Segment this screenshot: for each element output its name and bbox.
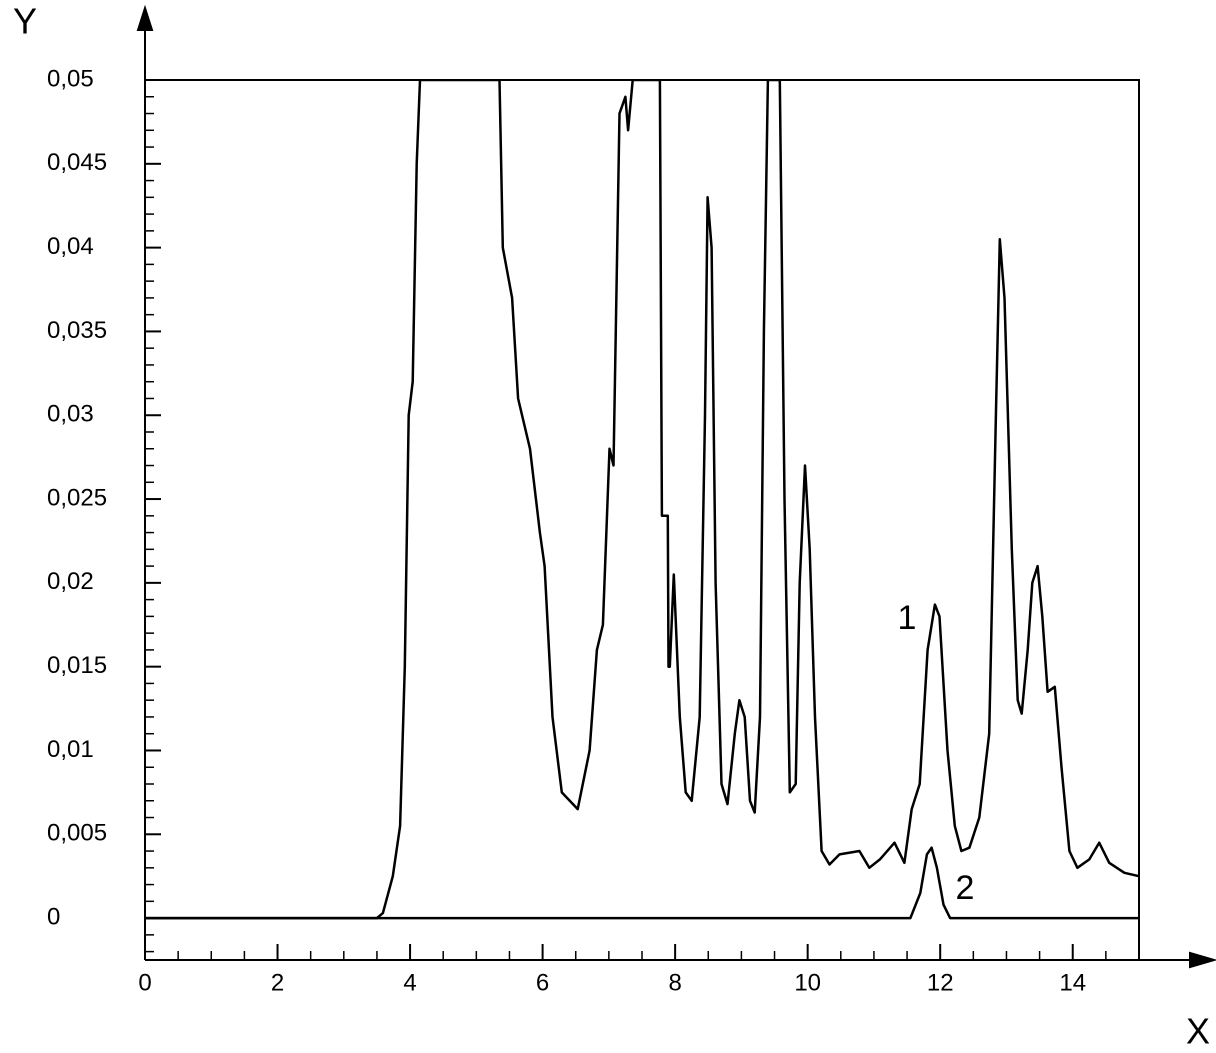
y-tick-label: 0,025 xyxy=(47,484,107,511)
x-axis-label: X xyxy=(1186,1011,1210,1052)
x-tick-label: 6 xyxy=(536,969,549,996)
y-tick-label: 0,045 xyxy=(47,149,107,176)
x-tick-label: 0 xyxy=(138,969,151,996)
plot-frame xyxy=(145,79,1140,960)
series-line xyxy=(145,846,1139,920)
y-tick-label: 0,035 xyxy=(47,317,107,344)
x-tick-label: 12 xyxy=(927,969,954,996)
series-annotation: 2 xyxy=(956,869,975,907)
x-tick-label: 10 xyxy=(794,969,821,996)
y-tick-label: 0,03 xyxy=(47,401,94,428)
plot-area xyxy=(145,79,1140,920)
y-tick-label: 0,01 xyxy=(47,736,94,763)
x-axis xyxy=(145,951,1216,969)
series-line xyxy=(145,79,1140,920)
x-tick-label: 8 xyxy=(668,969,681,996)
y-tick-label: 0,015 xyxy=(47,652,107,679)
y-tick-label: 0,005 xyxy=(47,820,107,847)
x-tick-label: 4 xyxy=(403,969,416,996)
y-tick-label: 0,04 xyxy=(47,233,94,260)
x-tick-label: 2 xyxy=(271,969,284,996)
series-annotation: 1 xyxy=(898,599,917,637)
y-tick-label: 0 xyxy=(47,903,60,930)
y-axis xyxy=(136,4,154,960)
y-axis-label: Y xyxy=(13,1,37,42)
y-tick-label: 0,02 xyxy=(47,568,94,595)
x-tick-label: 14 xyxy=(1059,969,1086,996)
y-tick-label: 0,05 xyxy=(47,65,94,92)
